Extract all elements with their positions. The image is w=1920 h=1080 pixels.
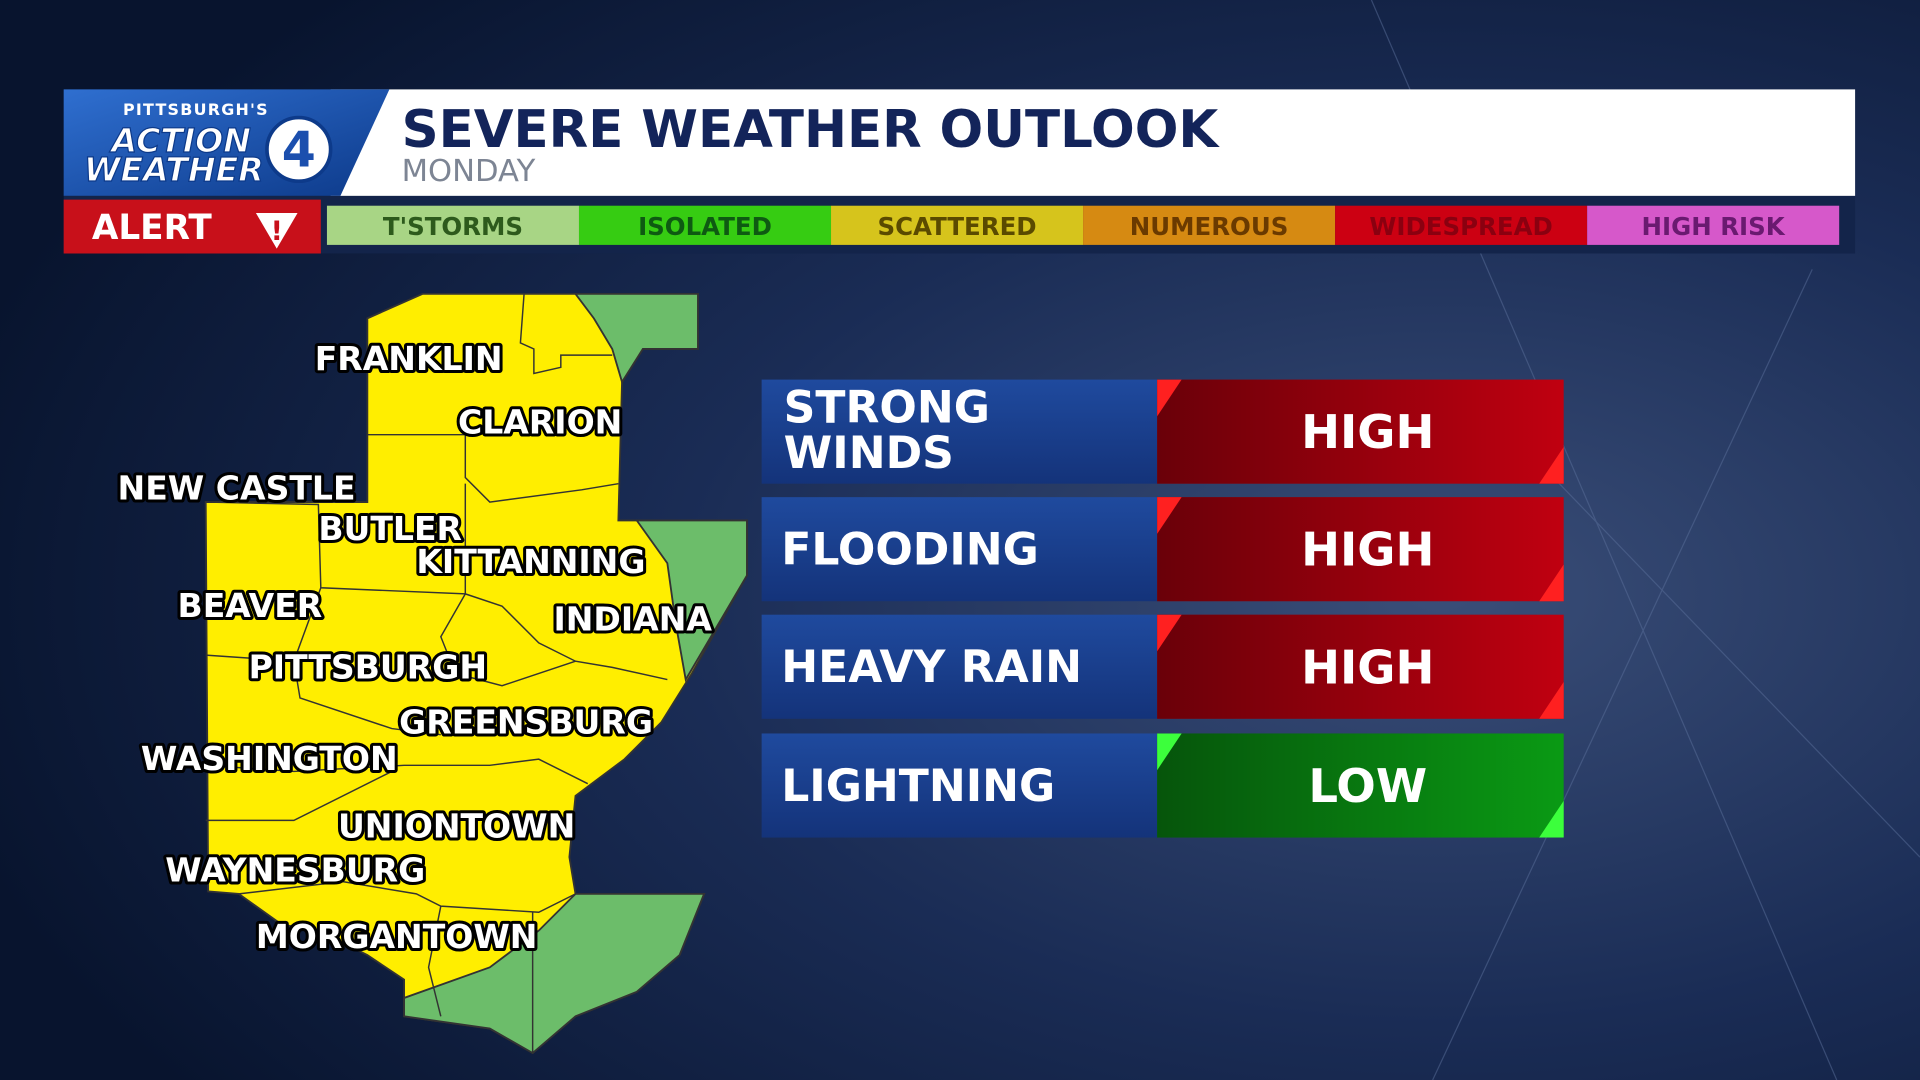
city-label: MORGANTOWN: [256, 917, 538, 956]
city-label: CLARION: [458, 402, 622, 441]
map: [204, 292, 748, 1055]
hazard-level: HIGH: [1301, 405, 1434, 459]
hazard-name-line: STRONG: [784, 382, 990, 433]
hazard-level: LOW: [1308, 759, 1427, 813]
hazard-level-shade: [1157, 614, 1564, 719]
hazard-name: HEAVY RAIN: [781, 642, 1082, 693]
city-label: KITTANNING: [416, 542, 645, 581]
county-line: [465, 593, 668, 681]
scale-swatch: [831, 205, 1084, 245]
city-label: PITTSBURGH: [249, 647, 487, 686]
hazard-name-box: [761, 379, 1158, 484]
hazard-name: LIGHTNING: [781, 761, 1055, 812]
city-label: WAYNESBURG: [165, 851, 425, 890]
scale-label: T'STORMS: [383, 212, 523, 241]
hazard-name-box: [761, 614, 1158, 719]
corner-accent: [1539, 682, 1564, 719]
city-label: FRANKLIN: [315, 339, 503, 378]
alert-icon: [255, 213, 298, 249]
hazard-name: STRONG WINDS: [784, 382, 990, 478]
city-label: GREENSBURG: [399, 702, 653, 741]
city-label: INDIANA: [553, 600, 712, 639]
hazard-name-box: [761, 733, 1158, 838]
county-line: [293, 661, 441, 736]
county-line: [205, 758, 589, 785]
hazard-level: HIGH: [1301, 523, 1434, 577]
scale-swatch: [578, 205, 832, 245]
county-line: [427, 905, 442, 1017]
county-line: [519, 293, 613, 375]
logo-circle: [265, 115, 333, 184]
corner-accent: [1539, 800, 1564, 838]
corner-accent: [1539, 446, 1564, 484]
county-line: [367, 433, 619, 503]
alert-icon-mark: !: [271, 216, 283, 247]
scale-swatch: [326, 205, 579, 245]
logo-line2: WEATHER: [84, 150, 264, 189]
alert-label: ALERT: [92, 208, 213, 248]
hazard-name-line: WINDS: [784, 428, 954, 479]
scale-swatch: [1587, 205, 1840, 245]
title: SEVERE WEATHER OUTLOOK: [402, 100, 1221, 160]
scale-label: WIDESPREAD: [1369, 212, 1552, 241]
logo-line1: ACTION: [109, 121, 251, 160]
hazard-level: HIGH: [1301, 640, 1434, 694]
county-line: [205, 770, 393, 822]
scale-swatch: [1083, 205, 1336, 245]
scale-label: NUMEROUS: [1130, 212, 1289, 241]
county-line: [238, 880, 576, 913]
corner-accent: [1539, 564, 1564, 602]
hazard-name-box: [761, 497, 1158, 602]
hazard-level-shade: [1157, 379, 1564, 484]
county-line: [440, 593, 576, 687]
logo-number: 4: [282, 122, 316, 179]
logo-top: PITTSBURGH'S: [123, 100, 269, 119]
city-label: WASHINGTON: [141, 739, 398, 778]
scale-label: ISOLATED: [638, 212, 772, 241]
city-label: BUTLER: [318, 509, 462, 548]
hazard-name: FLOODING: [781, 524, 1039, 575]
region-green: [634, 519, 748, 683]
city-label: NEW CASTLE: [118, 469, 356, 508]
city-label: UNIONTOWN: [338, 807, 575, 846]
region-green: [403, 892, 706, 1055]
scale-label: HIGH RISK: [1642, 212, 1786, 241]
scale-label: SCATTERED: [877, 212, 1036, 241]
title-bar: [330, 89, 1856, 196]
city-label: BEAVER: [178, 586, 323, 625]
subtitle: MONDAY: [402, 154, 536, 189]
scale-swatch: [1335, 205, 1588, 245]
hazard-level-shade: [1157, 733, 1564, 838]
region-green: [573, 292, 699, 385]
hazard-level-shade: [1157, 497, 1564, 602]
